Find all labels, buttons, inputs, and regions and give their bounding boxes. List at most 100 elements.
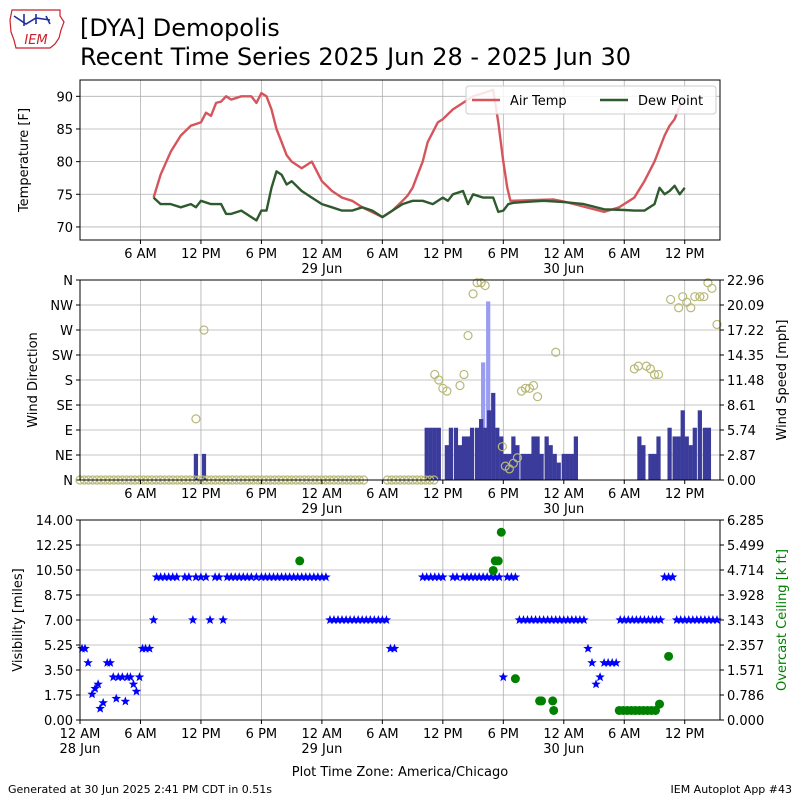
speed-bar <box>193 453 199 480</box>
direction-marker <box>674 303 684 313</box>
visibility-marker <box>272 572 283 582</box>
visibility-marker <box>498 672 509 682</box>
chart-title: [DYA] Demopolis <box>80 14 280 42</box>
direction-marker <box>695 292 705 302</box>
y-tick-label: 10.50 <box>36 564 73 579</box>
visibility-marker <box>452 572 462 582</box>
speed-bar <box>641 445 646 480</box>
visibility-marker <box>144 643 155 653</box>
visibility-marker <box>482 572 492 582</box>
visibility-marker <box>611 657 621 667</box>
speed-bar <box>702 427 707 480</box>
visibility-marker <box>98 697 108 707</box>
speed-bar <box>453 427 459 480</box>
y-tick-label: 8.75 <box>44 589 73 604</box>
x-tick-label: 6 PM <box>246 247 277 262</box>
visibility-marker <box>712 615 722 624</box>
y-tick-label: SW <box>52 349 73 364</box>
y-tick-label: 5.25 <box>44 639 73 654</box>
y-tick-label: 3.50 <box>44 664 73 679</box>
x-tick-label: 12 PM <box>423 247 463 262</box>
legend-box <box>465 85 717 115</box>
visibility-marker <box>619 615 629 624</box>
speed-bar <box>535 436 540 480</box>
direction-marker <box>459 369 469 380</box>
visibility-marker <box>651 615 662 624</box>
visibility-marker <box>349 615 359 624</box>
visibility-marker <box>301 572 311 582</box>
visibility-marker <box>341 615 351 624</box>
visibility-marker <box>90 683 100 693</box>
x-tick-label: 12 AM <box>301 487 342 502</box>
visibility-marker <box>365 615 375 624</box>
x-tick-date-label: 29 Jun <box>301 742 342 757</box>
direction-marker <box>463 330 473 341</box>
direction-marker <box>532 392 543 402</box>
y-tick-label-right: 0.00 <box>727 474 756 489</box>
visibility-marker <box>369 615 380 624</box>
direction-marker <box>528 380 539 391</box>
visibility-marker <box>603 657 613 667</box>
visibility-marker <box>639 615 650 624</box>
ceiling-marker <box>510 674 520 684</box>
visibility-marker <box>80 643 90 653</box>
visibility-marker <box>83 657 93 667</box>
direction-marker <box>430 369 440 380</box>
speed-bar <box>495 427 500 480</box>
visibility-marker <box>111 693 121 703</box>
speed-bar <box>565 453 570 480</box>
visibility-marker <box>268 572 279 582</box>
y-tick-label: 1.75 <box>44 689 73 704</box>
logo-text: IEM <box>24 33 47 48</box>
speed-bar <box>457 445 463 480</box>
x-tick-label: 6 AM <box>124 487 157 502</box>
x-tick-date-label: 30 Jun <box>543 742 584 757</box>
x-axis-label: Plot Time Zone: America/Chicago <box>292 765 508 780</box>
visibility-marker <box>583 643 593 653</box>
visibility-marker <box>466 572 476 582</box>
visibility-marker <box>448 572 458 582</box>
visibility-marker <box>191 572 201 582</box>
speed-bar <box>561 453 566 480</box>
visibility-marker <box>555 615 565 624</box>
x-tick-label: 12 PM <box>181 727 221 742</box>
visibility-marker <box>276 572 287 582</box>
visibility-marker <box>317 572 327 582</box>
x-tick-label: 6 AM <box>366 727 399 742</box>
x-tick-label: 6 AM <box>608 727 641 742</box>
x-tick-label: 12 AM <box>543 727 584 742</box>
visibility-marker <box>526 615 537 624</box>
x-tick-label: 12 AM <box>301 247 342 262</box>
y-tick-label: S <box>65 374 73 389</box>
visibility-marker <box>631 615 642 624</box>
visibility-marker <box>325 615 335 624</box>
gust-bar <box>486 301 491 480</box>
visibility-marker <box>426 572 436 582</box>
temperature-panel-frame <box>79 79 721 241</box>
ceiling-marker <box>493 556 503 566</box>
y-tick-label: W <box>60 324 73 339</box>
chart-subtitle: Recent Time Series 2025 Jun 28 - 2025 Ju… <box>80 43 632 71</box>
visibility-marker <box>659 572 670 582</box>
visibility-marker <box>704 615 714 624</box>
x-tick-label: 6 AM <box>366 487 399 502</box>
speed-bar <box>637 436 642 480</box>
visibility-marker <box>201 572 211 582</box>
speed-bar <box>483 427 488 480</box>
visibility-marker <box>381 615 392 624</box>
direction-marker <box>520 383 531 393</box>
visibility-marker <box>234 572 244 582</box>
visibility-marker <box>385 643 396 653</box>
x-tick-label: 6 AM <box>608 487 641 502</box>
speed-bar <box>531 436 536 480</box>
visibility-marker <box>591 679 601 689</box>
visibility-marker <box>155 572 166 582</box>
visibility-marker <box>486 572 496 582</box>
y-tick-label-right: 22.96 <box>727 274 764 289</box>
x-tick-label: 6 AM <box>608 247 641 262</box>
visibility-marker <box>623 615 633 624</box>
x-tick-label: 12 PM <box>665 727 705 742</box>
y-tick-label: 90 <box>56 90 73 105</box>
speed-bar <box>436 427 441 480</box>
y-tick-label: N <box>63 274 73 289</box>
